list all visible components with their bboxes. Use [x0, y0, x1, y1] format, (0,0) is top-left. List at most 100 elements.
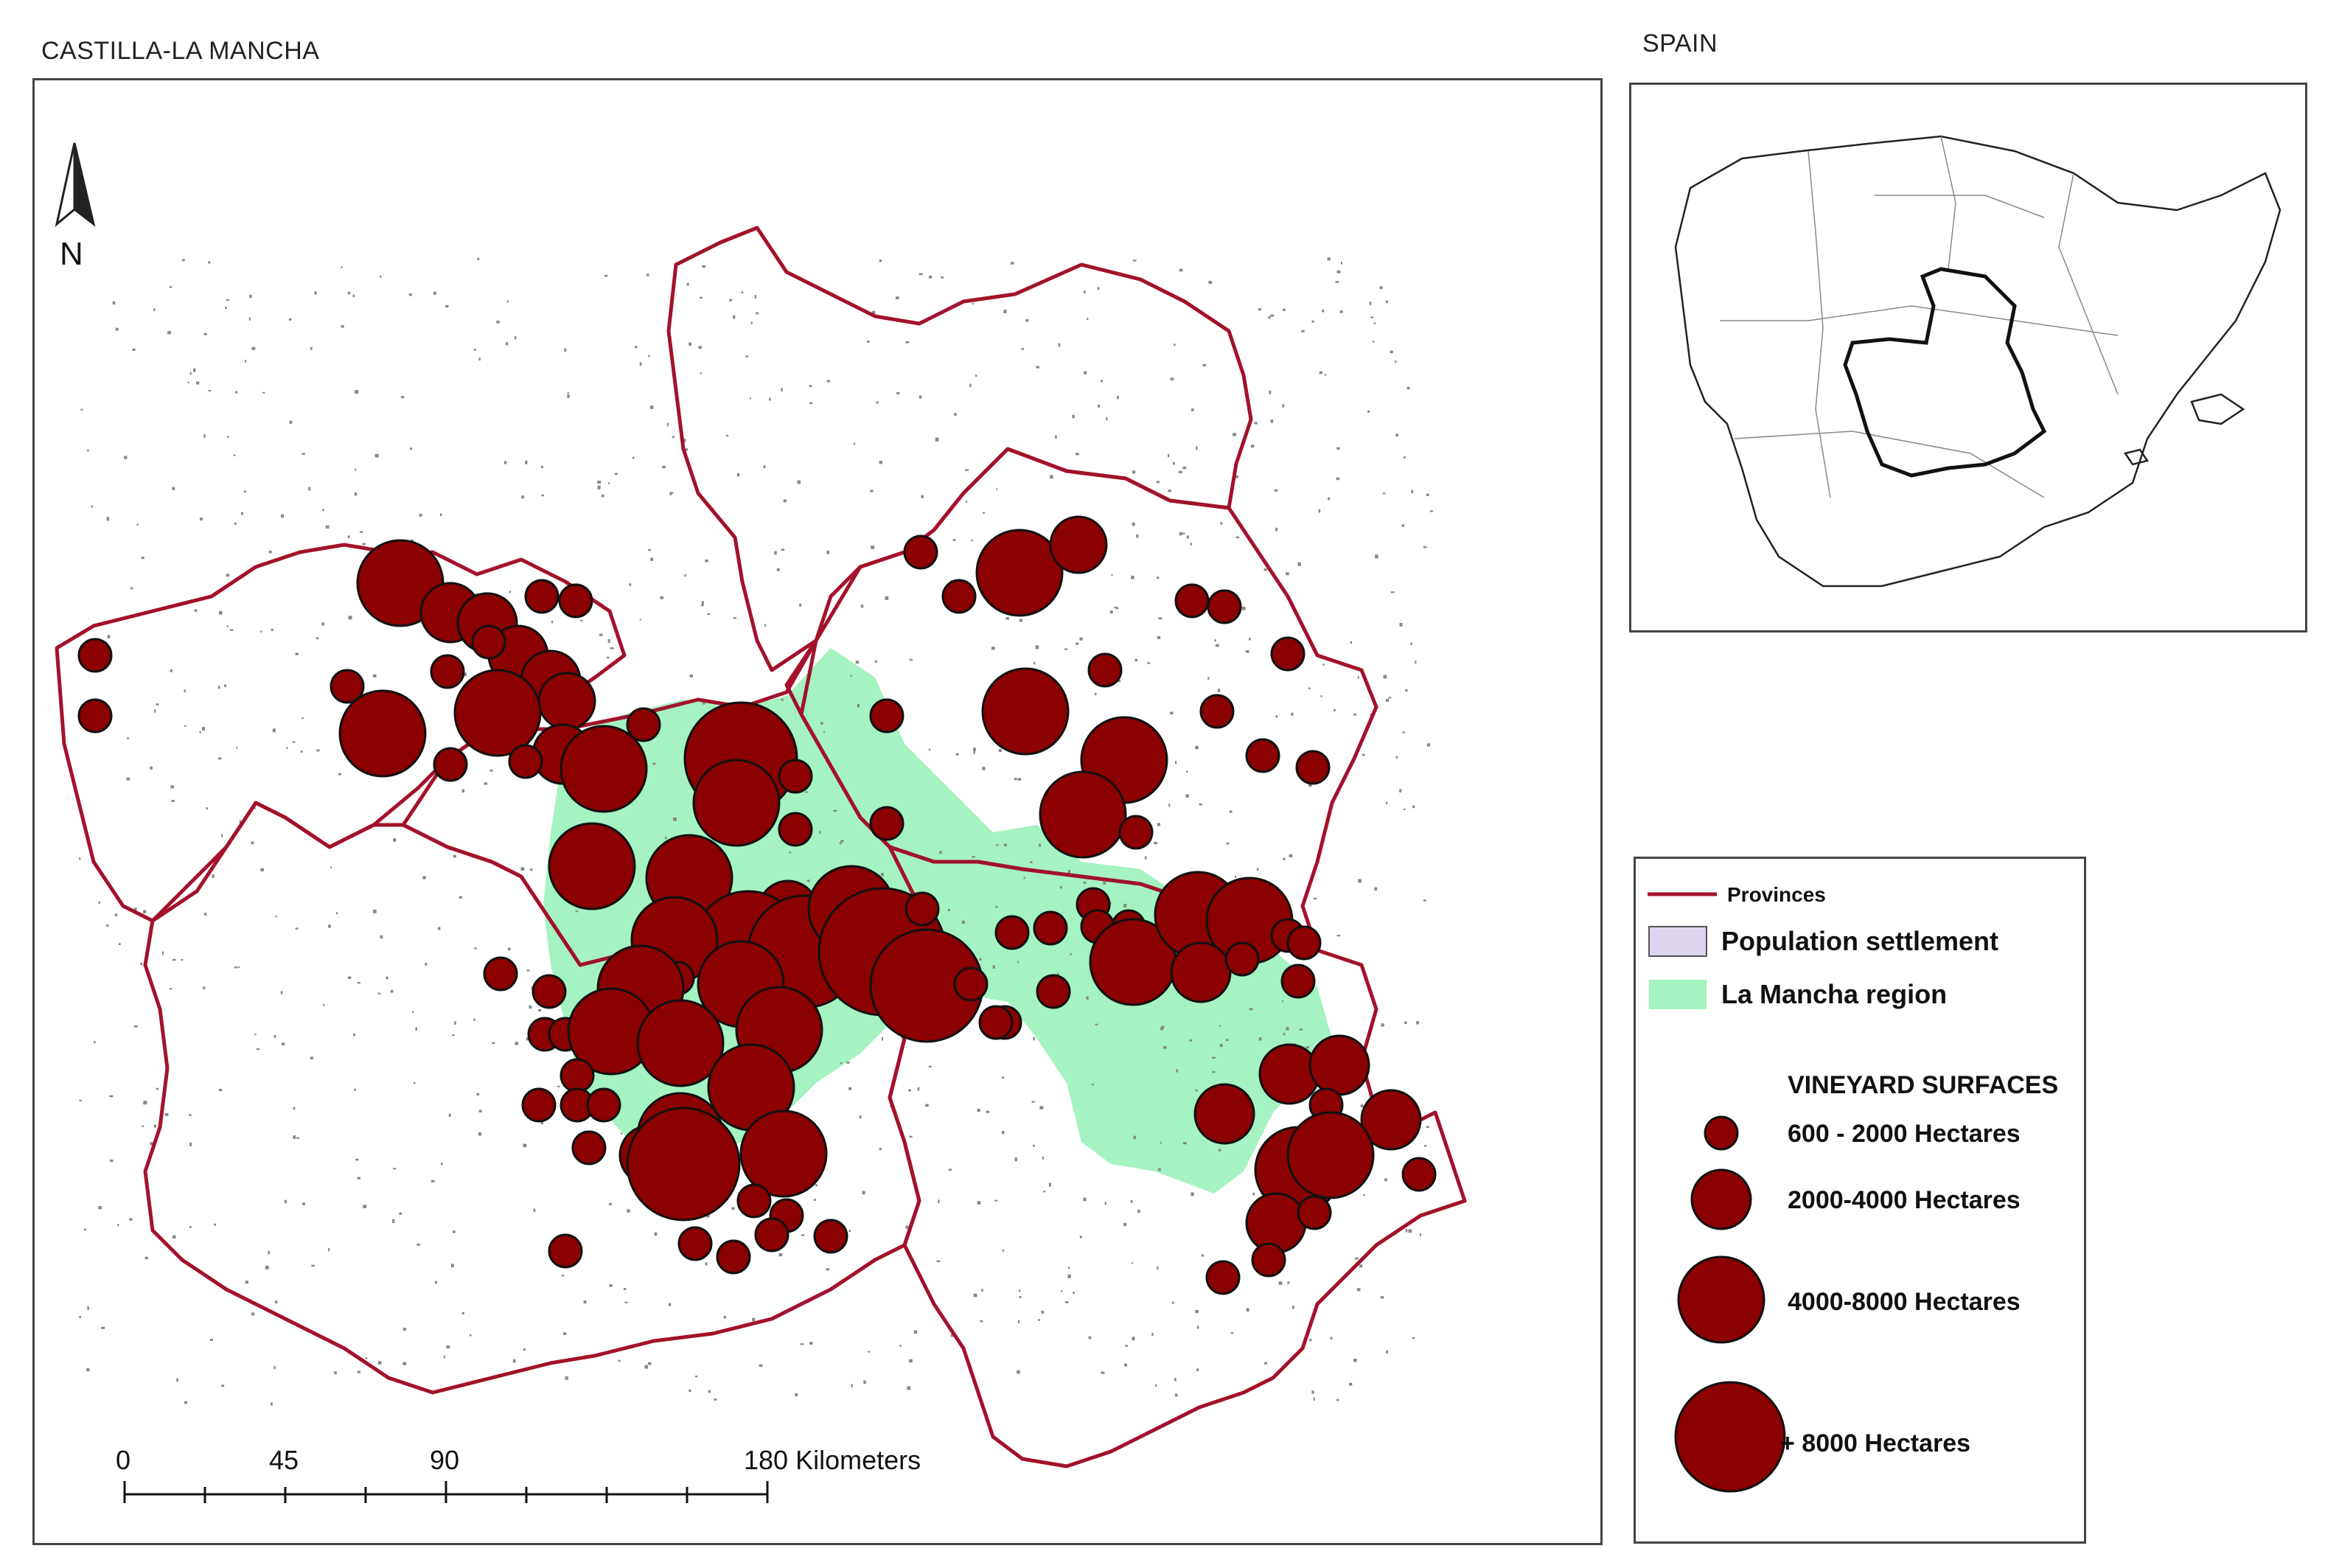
settlement-dot — [1038, 1319, 1040, 1321]
vineyard-class-4-label: + 8000 Hectares — [1780, 1429, 1970, 1457]
settlement-dot — [1287, 1281, 1290, 1284]
settlement-dot — [1103, 881, 1106, 885]
inset-map-spain[interactable] — [1629, 83, 2307, 633]
settlement-dot — [702, 265, 706, 268]
vineyard-circle — [636, 999, 725, 1087]
settlement-dot — [172, 958, 176, 961]
settlement-dot — [1322, 663, 1325, 666]
settlement-dot — [1382, 492, 1386, 495]
settlement-dot — [1174, 1378, 1177, 1381]
settlement-dot — [461, 789, 465, 793]
settlement-dot — [1154, 841, 1158, 845]
settlement-dot — [323, 1003, 325, 1006]
settlement-dot — [154, 1124, 157, 1128]
settlement-dot — [991, 647, 995, 650]
settlement-dot — [218, 757, 222, 760]
settlement-dot — [1168, 489, 1171, 492]
settlement-dot — [1182, 466, 1187, 470]
settlement-dot — [142, 1125, 144, 1127]
settlement-dot — [1157, 576, 1160, 579]
settlement-dot — [529, 1005, 532, 1009]
vineyard-circle — [1036, 974, 1071, 1009]
settlement-dot — [1282, 404, 1284, 408]
settlement-dot — [1274, 489, 1278, 492]
settlement-dot — [1196, 446, 1198, 450]
settlement-dot — [461, 1311, 464, 1315]
settlement-dot — [402, 1362, 407, 1365]
settlement-dot — [629, 583, 632, 586]
settlement-dot — [1083, 882, 1087, 884]
settlement-dot — [184, 725, 187, 727]
settlement-dot — [1269, 390, 1272, 394]
settlement-dot — [453, 854, 456, 858]
settlement-dot — [172, 487, 175, 490]
settlement-dot — [224, 684, 226, 688]
settlement-dot — [1283, 857, 1286, 860]
settlement-dot — [895, 296, 899, 300]
settlement-dot — [431, 1180, 435, 1182]
settlement-dot — [662, 465, 666, 469]
settlement-dot — [1399, 789, 1402, 792]
settlement-dot — [377, 992, 381, 994]
settlement-dot — [422, 876, 426, 879]
settlement-dot — [813, 1199, 817, 1201]
vineyard-circle — [754, 1217, 789, 1252]
settlement-dot — [1207, 677, 1210, 680]
settlement-dot — [871, 546, 875, 549]
settlement-dot — [293, 1107, 296, 1110]
settlement-dot — [973, 750, 975, 754]
settlement-dot — [328, 1247, 330, 1252]
settlement-dot — [392, 1219, 395, 1223]
settlement-dot — [1278, 1281, 1283, 1285]
settlement-dot — [1095, 1023, 1098, 1025]
settlement-dot — [580, 619, 583, 621]
settlement-dot — [1220, 522, 1223, 525]
settlement-dot — [1297, 562, 1301, 566]
settlement-dot — [172, 1235, 176, 1239]
settlement-dot — [413, 1082, 416, 1084]
settlement-dot — [126, 777, 130, 781]
settlement-dot — [170, 785, 174, 789]
main-map[interactable]: N 0 45 90 180 Kilometers — [32, 78, 1603, 1545]
settlement-dot — [521, 495, 524, 499]
settlement-dot — [975, 374, 977, 377]
settlement-dot — [1270, 314, 1274, 317]
settlement-dot — [357, 1370, 360, 1373]
settlement-dot — [840, 1062, 843, 1065]
settlement-dot — [1025, 319, 1029, 322]
settlement-dot — [567, 392, 569, 394]
settlement-dot — [1395, 360, 1397, 363]
settlement-dot — [79, 1316, 81, 1318]
settlement-dot — [1275, 527, 1278, 532]
settlement-dot — [936, 1260, 941, 1263]
settlement-dot — [243, 490, 246, 493]
settlement-dot — [1313, 897, 1317, 900]
vineyard-circle — [571, 1130, 607, 1165]
settlement-dot — [1179, 268, 1183, 272]
settlement-dot — [446, 1345, 450, 1349]
settlement-dot — [750, 321, 753, 324]
scale-bar: 0 45 90 180 Kilometers — [116, 1445, 921, 1503]
settlement-dot — [1137, 1210, 1140, 1213]
settlement-dot — [170, 988, 172, 990]
settlement-dot — [505, 342, 509, 346]
settlement-dot — [233, 454, 236, 456]
settlement-dot — [1199, 803, 1203, 806]
settlement-dot — [187, 381, 189, 383]
settlement-dot — [454, 1021, 456, 1025]
settlement-dot — [1219, 1149, 1221, 1151]
vineyard-class-1-label: 600 - 2000 Hectares — [1788, 1120, 2021, 1148]
settlement-dot — [1191, 1192, 1194, 1196]
vineyard-circle — [1280, 964, 1316, 999]
settlement-dot — [654, 1232, 658, 1236]
settlement-dot — [478, 358, 481, 360]
settlement-dot — [280, 991, 283, 994]
settlement-dot — [1114, 606, 1117, 608]
settlement-dot — [1402, 731, 1405, 734]
settlement-dot — [1076, 642, 1079, 645]
settlement-dot — [1412, 1337, 1415, 1339]
settlement-dot — [248, 317, 251, 321]
settlement-dot — [1423, 546, 1427, 548]
settlement-dot — [1111, 574, 1113, 576]
settlement-dot — [1327, 257, 1331, 261]
